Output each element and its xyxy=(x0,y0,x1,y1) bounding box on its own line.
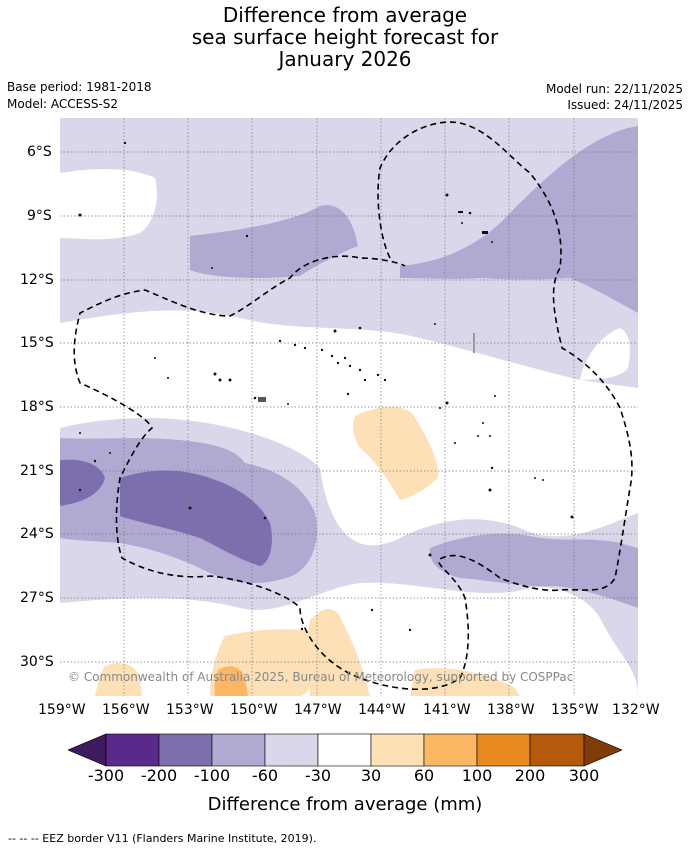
title-line-1: Difference from average xyxy=(222,3,468,27)
anomaly-band-minus-60 xyxy=(400,126,638,313)
colorbar-tick-label: 30 xyxy=(360,766,382,785)
colorbar-tick-label: 60 xyxy=(413,766,435,785)
anomaly-band-plus-30 xyxy=(410,668,520,696)
model-name: Model: ACCESS-S2 xyxy=(7,97,119,111)
colorbar-tick-label: -200 xyxy=(140,766,178,785)
near-average-region-east xyxy=(580,328,630,380)
lat-label: 21°S xyxy=(20,463,54,479)
issued-date: Issued: 24/11/2025 xyxy=(567,98,683,112)
colorbar-swatch xyxy=(317,733,372,767)
colorbar-tick-label: 300 xyxy=(568,766,600,785)
anomaly-band-plus-30 xyxy=(307,608,370,696)
colorbar-tick-label: 100 xyxy=(461,766,493,785)
colorbar-swatch xyxy=(423,733,478,767)
lat-label: 30°S xyxy=(20,654,54,670)
colorbar-tick-label: -100 xyxy=(193,766,231,785)
anomaly-band-plus-30 xyxy=(95,663,142,696)
colorbar-swatch xyxy=(211,733,266,767)
lat-label: 15°S xyxy=(20,335,54,351)
colorbar-swatch xyxy=(105,733,160,767)
colorbar xyxy=(68,733,622,767)
colorbar-swatch xyxy=(158,733,213,767)
lon-label: 141°W xyxy=(423,702,471,718)
lat-label: 18°S xyxy=(20,399,54,415)
model-run: Model run: 22/11/2025 xyxy=(545,82,683,96)
near-average-region-north xyxy=(60,169,157,240)
lon-label: 138°W xyxy=(487,702,535,718)
lon-label: 159°W xyxy=(38,702,86,718)
anomaly-band-minus-100 xyxy=(120,470,272,566)
anomaly-band-minus-60 xyxy=(190,205,358,278)
copyright-notice: © Commonwealth of Australia 2025, Bureau… xyxy=(68,670,573,684)
lat-label: 9°S xyxy=(27,208,52,224)
lat-label: 24°S xyxy=(20,526,54,542)
islands xyxy=(78,141,574,632)
eez-legend: -- -- -- EEZ border V11 (Flanders Marine… xyxy=(8,832,317,845)
lat-label: 12°S xyxy=(20,272,54,288)
colorbar-swatch xyxy=(476,733,531,767)
lon-label: 153°W xyxy=(166,702,214,718)
map-title: Difference from average sea surface heig… xyxy=(0,4,690,70)
colorbar-tick-label: 200 xyxy=(514,766,546,785)
colorbar-tick-label: -60 xyxy=(251,766,279,785)
lon-label: 132°W xyxy=(612,702,660,718)
lat-label: 27°S xyxy=(20,590,54,606)
anomaly-band-plus-60 xyxy=(214,666,248,696)
lon-label: 147°W xyxy=(294,702,342,718)
lon-label: 150°W xyxy=(230,702,278,718)
colorbar-swatch xyxy=(370,733,425,767)
lon-label: 135°W xyxy=(551,702,599,718)
near-average-region xyxy=(60,310,638,546)
title-line-3: January 2026 xyxy=(278,47,412,71)
colorbar-title: Difference from average (mm) xyxy=(207,794,483,815)
colorbar-swatch-below-minus-300 xyxy=(68,733,107,767)
anomaly-band-plus-30 xyxy=(353,406,439,500)
colorbar-swatch-above-300 xyxy=(583,733,622,767)
colorbar-tick-label: -30 xyxy=(304,766,332,785)
colorbar-swatch xyxy=(529,733,585,767)
colorbar-swatch xyxy=(264,733,319,767)
lon-label: 156°W xyxy=(102,702,150,718)
colorbar-tick-label: -300 xyxy=(87,766,125,785)
lon-label: 144°W xyxy=(358,702,406,718)
lat-label: 6°S xyxy=(27,144,52,160)
title-line-2: sea surface height forecast for xyxy=(191,25,499,49)
base-period: Base period: 1981-2018 xyxy=(7,80,152,94)
eez-border xyxy=(73,121,633,690)
sea-height-map: © Commonwealth of Australia 2025, Bureau… xyxy=(60,118,638,696)
